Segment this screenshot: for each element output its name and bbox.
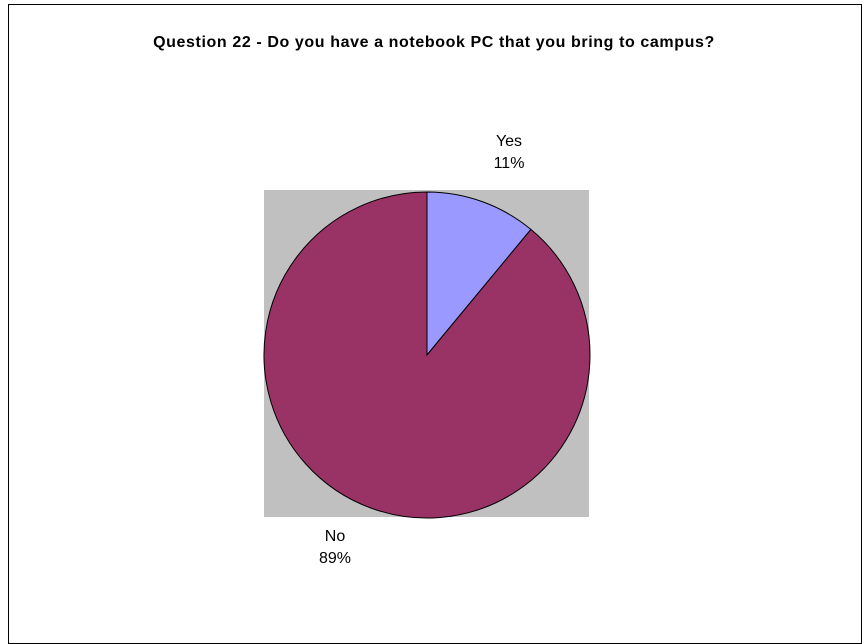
pie-slice-yes — [426, 191, 532, 357]
slice-label-no-name: No — [324, 528, 346, 545]
slice-label-no: No 89% — [295, 526, 375, 570]
pie-slices — [263, 191, 591, 519]
slice-label-yes: Yes 11% — [469, 131, 549, 175]
slice-label-yes-name: Yes — [495, 133, 523, 150]
chart-title: Question 22 - Do you have a notebook PC … — [153, 34, 715, 51]
pie-chart — [263, 190, 591, 519]
pie-slice-no — [263, 191, 591, 519]
slice-label-no-value: 89% — [318, 550, 352, 567]
chart-frame: Question 22 - Do you have a notebook PC … — [8, 4, 862, 644]
slice-label-yes-value: 11% — [493, 155, 525, 172]
